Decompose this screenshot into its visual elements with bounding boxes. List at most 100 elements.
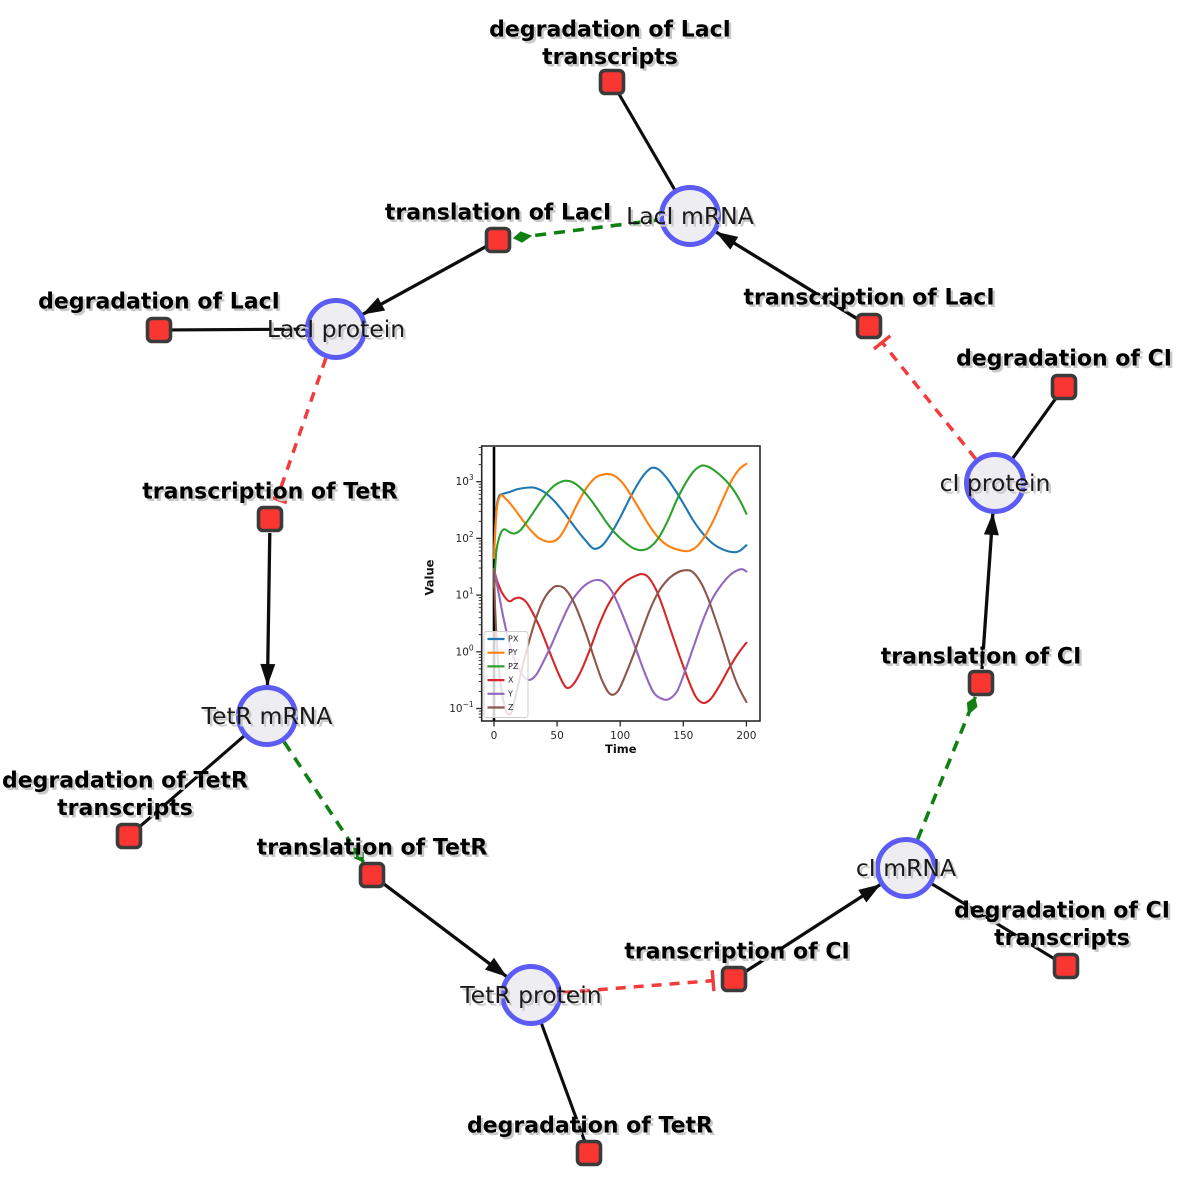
edge-layer [137,92,1058,1142]
reaction-node-deg-tetr-tx [115,822,143,850]
chart-legend: PX PY PZ XYZ [483,631,529,718]
reaction-label-deg-tetr-shadow: degradation of TetR [469,1116,715,1141]
reaction-label-deg-tetr-tx-shadow: transcripts [60,798,196,823]
edge-production-transcription-laci-laci-mrna [714,230,858,321]
edge-reactant-laci-mrna-deg-laci-tx [617,92,677,192]
edge-production-transcription-ci-ci-mrna [744,882,882,973]
edge-modifier-tetr-mrna-translation-tetr [282,740,366,864]
legend-label-Y: Y [507,689,513,698]
reaction-node-translation-tetr [358,861,386,889]
legend-label-PY: PY [508,648,518,657]
reaction-label-translation-ci-shadow: translation of CI [883,647,1084,672]
species-node-laci-mrna [659,185,721,247]
edge-reactant-tetr-mrna-deg-tetr-tx [137,733,247,829]
reaction-label-transcription-laci-shadow: transcription of LacI [746,288,997,313]
edge-inhibition-tetr-protein-transcription-ci [561,970,716,995]
series-line-PX [492,466,748,554]
reaction-node-deg-ci-tx [1052,952,1080,980]
species-label-tetr-mrna-shadow: TetR mRNA [203,704,335,732]
edge-modifier-laci-mrna-translation-laci [512,218,660,243]
edge-production-translation-tetr-tetr-protein [382,882,509,979]
reaction-label-translation-tetr-shadow: translation of TetR [259,838,490,863]
edge-modifier-ci-mrna-translation-ci [915,696,978,840]
reaction-label-transcription-tetr-shadow: transcription of TetR [145,482,401,507]
reaction-label-deg-ci-tx: degradation of CI [954,899,1170,924]
species-label-ci-mrna-shadow: cI mRNA [858,856,958,884]
edge-inhibition-laci-protein-transcription-tetr [266,357,328,505]
edge-production-translation-ci-ci-protein [980,512,999,670]
series-line-PZ [492,464,748,588]
x-tick-label: 100 [610,730,630,742]
reaction-label-deg-tetr-tx-shadow: degradation of TetR [4,771,250,796]
reaction-label-transcription-ci-shadow: transcription of CI [627,942,852,967]
edge-reactant-ci-mrna-deg-ci-tx [929,881,1056,961]
reaction-label-deg-laci-tx-shadow: degradation of LacI [492,20,734,45]
reaction-label-deg-ci: degradation of CI [956,347,1172,372]
series-line-PY [492,462,748,560]
reaction-node-translation-ci [967,669,995,697]
reaction-label-deg-ci-tx-shadow: degradation of CI [956,901,1172,926]
species-node-ci-mrna [875,837,937,899]
reaction-label-deg-ci-tx-shadow: transcripts [997,928,1133,953]
reaction-label-transcription-laci: transcription of LacI [743,286,994,311]
species-label-ci-protein: cI protein [940,469,1051,497]
edge-inhibition-ci-protein-transcription-laci [872,334,977,460]
y-tick-label: 100 [456,643,474,658]
chart-series [492,462,748,716]
edge-reactant-ci-protein-deg-ci [1010,396,1058,461]
reaction-label-deg-laci-shadow: degradation of LacI [41,292,283,317]
reaction-node-deg-ci [1050,373,1078,401]
y-tick-label: 103 [456,473,474,488]
species-label-laci-protein-shadow: LacI protein [269,317,407,345]
reaction-node-transcription-tetr [256,505,284,533]
species-node-tetr-mrna [236,685,298,747]
reaction-label-deg-tetr-tx: transcripts [57,796,193,821]
reaction-node-transcription-ci [720,965,748,993]
species-label-ci-protein-shadow: cI protein [942,471,1053,499]
reaction-label-deg-laci: degradation of LacI [38,290,280,315]
species-label-tetr-mrna: TetR mRNA [201,702,333,730]
legend-box [483,631,529,718]
edge-production-translation-laci-laci-protein [361,245,487,317]
edge-production-transcription-tetr-tetr-mrna [260,532,276,687]
y-tick-label: 10−1 [449,700,474,715]
reaction-label-deg-ci-tx: transcripts [994,926,1130,951]
y-tick-label: 102 [456,530,474,545]
reaction-label-deg-laci-tx: transcripts [542,45,678,70]
reaction-label-translation-laci-shadow: translation of LacI [387,203,613,228]
y-axis-title: Value [423,559,437,595]
legend-label-X: X [508,676,514,685]
x-tick-label: 0 [491,730,498,742]
series-line-X [492,568,748,705]
reaction-node-deg-tetr [575,1139,603,1167]
legend-label-PX: PX [508,635,519,644]
x-tick-label: 200 [736,730,756,742]
species-label-laci-mrna: LacI mRNA [626,202,754,230]
legend-label-PZ: PZ [508,662,519,671]
reaction-node-translation-laci [484,226,512,254]
species-node-ci-protein [964,452,1026,514]
reaction-node-transcription-laci [855,312,883,340]
reaction-label-translation-ci: translation of CI [881,645,1082,670]
reaction-label-deg-ci-shadow: degradation of CI [958,349,1174,374]
reaction-label-deg-tetr: degradation of TetR [467,1114,713,1139]
series-line-Z [492,567,748,716]
reaction-label-translation-tetr: translation of TetR [257,836,488,861]
species-label-laci-protein: LacI protein [267,315,405,343]
reaction-label-transcription-tetr: transcription of TetR [142,480,398,505]
species-label-tetr-protein: TetR protein [459,981,601,1009]
x-tick-label: 50 [550,730,563,742]
species-label-tetr-protein-shadow: TetR protein [462,983,604,1011]
species-node-laci-protein [305,298,367,360]
edge-reactant-tetr-protein-deg-tetr [539,1021,586,1142]
legend-label-Z: Z [508,703,514,712]
reaction-label-deg-laci-tx-shadow: transcripts [545,47,681,72]
reaction-label-deg-tetr-tx: degradation of TetR [2,769,248,794]
x-axis-title: Time [605,742,637,756]
node-layer [115,68,1080,1167]
reaction-node-deg-laci-tx [598,68,626,96]
edge-reactant-laci-protein-deg-laci [171,327,308,332]
